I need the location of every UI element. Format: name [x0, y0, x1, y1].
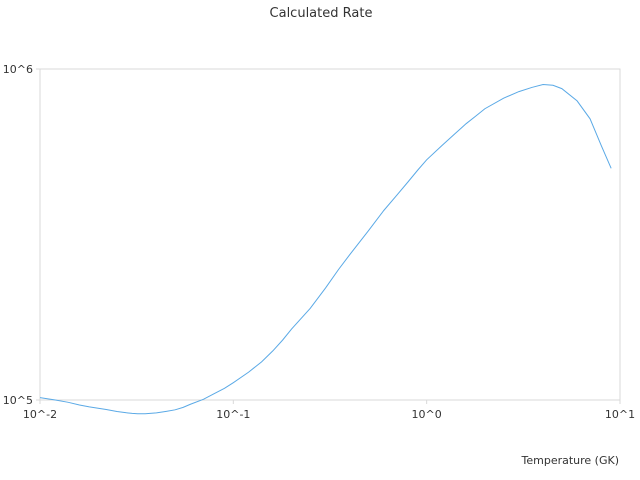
- chart-title: Calculated Rate: [270, 6, 373, 21]
- x-tick-label: 10^0: [412, 408, 442, 421]
- x-tick-label: 10^-1: [216, 408, 250, 421]
- x-axis-label: Temperature (GK): [521, 454, 620, 467]
- x-axis-ticks: 10^-2 10^-1 10^0 10^1: [23, 400, 635, 421]
- x-tick-label: 10^1: [605, 408, 635, 421]
- y-tick-label: 10^6: [3, 63, 33, 76]
- plot-frame: [39, 68, 621, 401]
- y-axis-ticks: 10^5 10^6: [3, 63, 40, 407]
- y-tick-label: 10^5: [3, 394, 33, 407]
- series-line: [39, 83, 612, 415]
- x-tick-label: 10^-2: [23, 408, 57, 421]
